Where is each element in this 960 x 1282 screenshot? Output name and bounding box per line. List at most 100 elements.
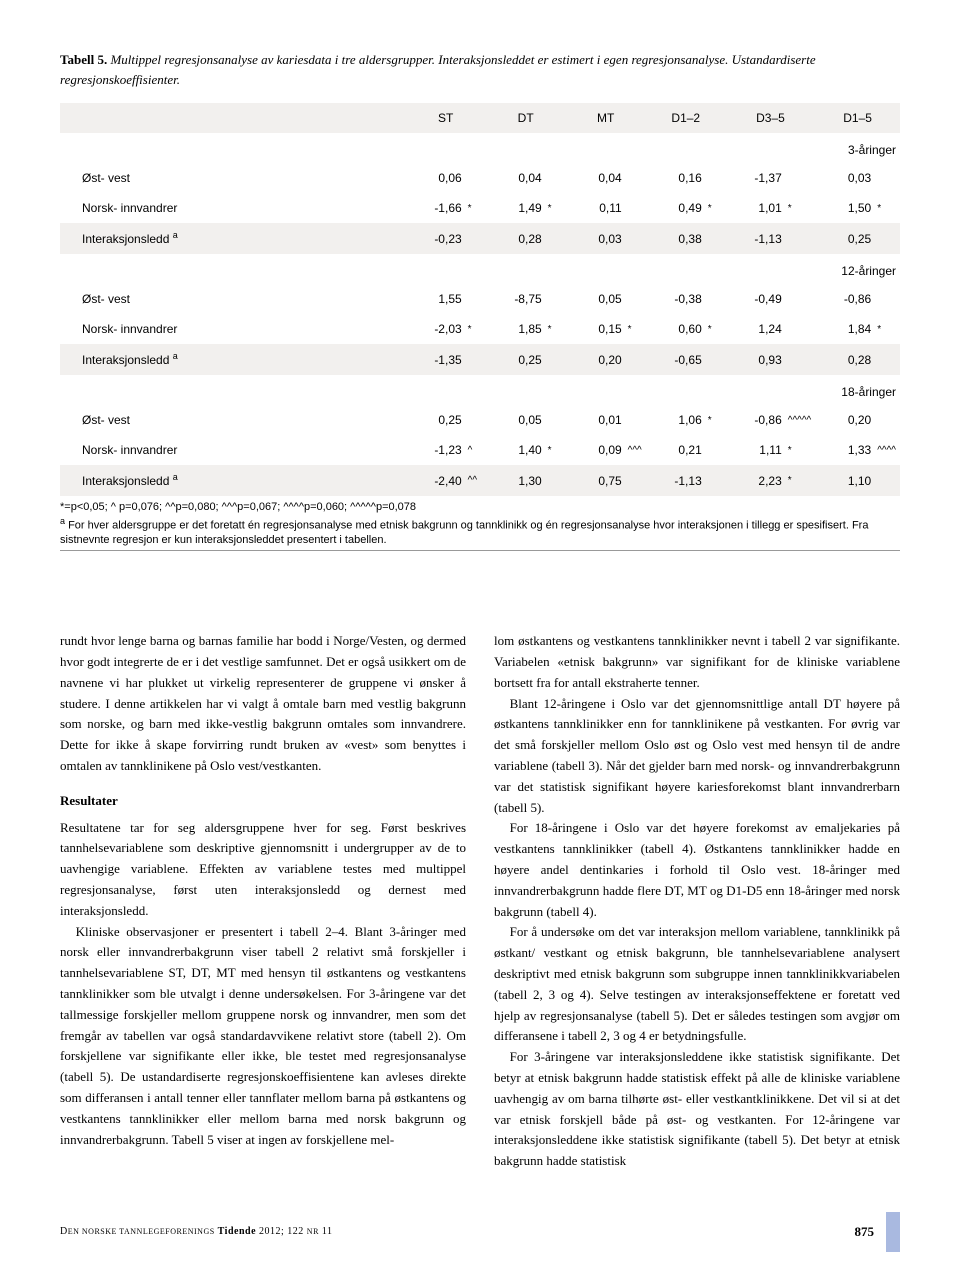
page-number: 875 <box>855 1222 875 1242</box>
cell-value: 1,10 <box>815 465 875 496</box>
regression-table: ST DT MT D1–2 D3–5 D1–5 3-åringerØst- ve… <box>60 103 900 496</box>
cell-significance <box>626 284 646 314</box>
cell-value: -0,49 <box>726 284 786 314</box>
cell-value: 0,09 <box>566 435 626 465</box>
cell-value: -1,66 <box>406 193 466 223</box>
cell-significance <box>875 344 900 375</box>
cell-significance: * <box>786 435 815 465</box>
cell-value: 1,49 <box>486 193 546 223</box>
cell-value: 0,20 <box>815 405 875 435</box>
cell-value: -8,75 <box>486 284 546 314</box>
cell-significance <box>466 405 486 435</box>
cell-significance <box>626 223 646 254</box>
group-name: 18-åringer <box>60 375 900 405</box>
col-dt: DT <box>486 103 566 133</box>
group-name: 12-åringer <box>60 254 900 284</box>
row-label: Øst- vest <box>60 284 406 314</box>
cell-significance: * <box>626 314 646 344</box>
cell-significance <box>466 284 486 314</box>
cell-value: 0,60 <box>646 314 706 344</box>
footer-journal: DEN NORSKE TANNLEGEFORENINGS Tidende 201… <box>60 1224 333 1239</box>
para-8: For 3-åringene var interaksjonsleddene i… <box>494 1047 900 1172</box>
cell-value: 0,25 <box>815 223 875 254</box>
cell-significance <box>466 223 486 254</box>
cell-significance <box>546 223 566 254</box>
cell-significance: * <box>786 465 815 496</box>
cell-value: 1,50 <box>815 193 875 223</box>
cell-value: -1,23 <box>406 435 466 465</box>
cell-significance <box>786 163 815 193</box>
cell-significance <box>466 163 486 193</box>
cell-value: -0,38 <box>646 284 706 314</box>
cell-significance <box>875 223 900 254</box>
cell-value: 1,11 <box>726 435 786 465</box>
cell-value: 2,23 <box>726 465 786 496</box>
row-label: Øst- vest <box>60 163 406 193</box>
col-blank <box>60 103 406 133</box>
table-row: Norsk- innvandrer-2,03*1,85*0,15*0,60*1,… <box>60 314 900 344</box>
cell-significance <box>546 465 566 496</box>
col-d15: D1–5 <box>815 103 900 133</box>
page-footer: DEN NORSKE TANNLEGEFORENINGS Tidende 201… <box>60 1212 900 1252</box>
cell-significance: * <box>786 193 815 223</box>
row-label: Interaksjonsledd a <box>60 344 406 375</box>
para-1: rundt hvor lenge barna og barnas familie… <box>60 631 466 777</box>
cell-significance: ^^^ <box>626 435 646 465</box>
col-d35: D3–5 <box>726 103 815 133</box>
cell-significance <box>875 284 900 314</box>
table-group-header: 18-åringer <box>60 375 900 405</box>
cell-value: 0,05 <box>486 405 546 435</box>
cell-value: -1,37 <box>726 163 786 193</box>
cell-significance: * <box>466 314 486 344</box>
cell-value: 1,24 <box>726 314 786 344</box>
cell-significance: ^^^^^ <box>786 405 815 435</box>
page-tab <box>886 1212 900 1252</box>
footer-right: 875 <box>855 1212 901 1252</box>
cell-value: 0,25 <box>486 344 546 375</box>
cell-significance <box>546 405 566 435</box>
row-label: Interaksjonsledd a <box>60 465 406 496</box>
cell-value: 1,85 <box>486 314 546 344</box>
table-footnotes: *=p<0,05; ^ p=0,076; ^^p=0,080; ^^^p=0,0… <box>60 500 900 551</box>
cell-significance <box>546 284 566 314</box>
row-label: Norsk- innvandrer <box>60 435 406 465</box>
table-row: Interaksjonsledd a-0,230,280,030,38-1,13… <box>60 223 900 254</box>
row-label: Øst- vest <box>60 405 406 435</box>
cell-value: 0,20 <box>566 344 626 375</box>
col-st: ST <box>406 103 486 133</box>
cell-significance <box>786 344 815 375</box>
cell-value: 0,25 <box>406 405 466 435</box>
cell-significance <box>706 465 726 496</box>
cell-significance <box>786 284 815 314</box>
row-label: Interaksjonsledd a <box>60 223 406 254</box>
para-7: For å undersøke om det var interaksjon m… <box>494 922 900 1047</box>
table-caption: Tabell 5. Multippel regresjonsanalyse av… <box>60 50 900 89</box>
table-row: Norsk- innvandrer-1,23^1,40*0,09^^^0,211… <box>60 435 900 465</box>
cell-significance: * <box>546 193 566 223</box>
table-row: Øst- vest1,55-8,750,05-0,38-0,49-0,86 <box>60 284 900 314</box>
cell-value: 0,05 <box>566 284 626 314</box>
cell-value: -1,35 <box>406 344 466 375</box>
cell-value: -0,23 <box>406 223 466 254</box>
cell-value: 0,03 <box>815 163 875 193</box>
footnote-significance: *=p<0,05; ^ p=0,076; ^^p=0,080; ^^^p=0,0… <box>60 500 900 515</box>
col-d12: D1–2 <box>646 103 726 133</box>
cell-significance <box>786 223 815 254</box>
cell-value: 1,33 <box>815 435 875 465</box>
cell-significance: * <box>706 193 726 223</box>
cell-value: 1,01 <box>726 193 786 223</box>
table-row: Øst- vest0,060,040,040,16-1,370,03 <box>60 163 900 193</box>
group-name: 3-åringer <box>60 133 900 163</box>
caption-text: Multippel regresjonsanalyse av kariesdat… <box>60 52 816 87</box>
cell-value: -0,86 <box>726 405 786 435</box>
cell-value: -2,40 <box>406 465 466 496</box>
cell-significance <box>875 163 900 193</box>
table-row: Øst- vest0,250,050,011,06*-0,86^^^^^0,20 <box>60 405 900 435</box>
cell-significance <box>626 344 646 375</box>
cell-significance <box>466 344 486 375</box>
para-2: Resultatene tar for seg aldersgruppene h… <box>60 818 466 922</box>
cell-value: 0,06 <box>406 163 466 193</box>
cell-significance: ^^^^ <box>875 435 900 465</box>
cell-significance <box>626 465 646 496</box>
cell-value: 0,04 <box>486 163 546 193</box>
